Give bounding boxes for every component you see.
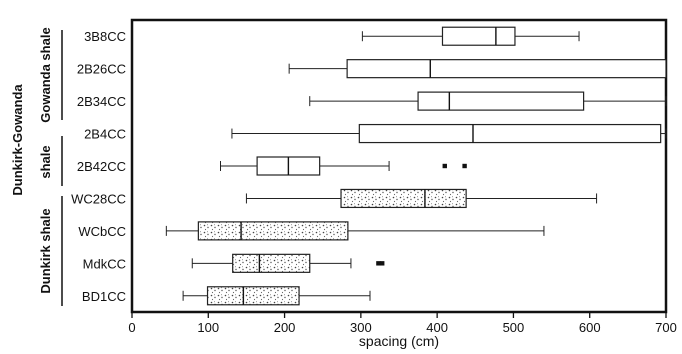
outlier-point <box>442 163 447 169</box>
category-label-bd1cc: BD1CC <box>82 289 126 304</box>
x-axis-ticks: 0 100 200 300 400 500 600 700 <box>128 312 677 335</box>
box-2b42cc <box>219 156 467 176</box>
box-wc28cc <box>245 188 598 209</box>
x-tick-label: 600 <box>579 320 601 335</box>
iqr-box <box>340 188 467 209</box>
x-tick-label: 300 <box>350 320 372 335</box>
box-2b34cc <box>309 91 667 111</box>
x-tick-label: 0 <box>128 320 135 335</box>
box-series <box>165 26 667 306</box>
group-label-shale: shale <box>38 145 53 178</box>
category-labels: 3B8CC 2B26CC 2B34CC 2B4CC 2B42CC WC28CC WCbCC M… <box>71 29 126 304</box>
x-tick-label: 100 <box>197 320 219 335</box>
iqr-box <box>197 221 349 241</box>
x-tick-label: 400 <box>426 320 448 335</box>
category-label-2b26cc: 2B26CC <box>77 62 126 77</box>
category-label-wcbcc: WCbCC <box>78 224 126 239</box>
iqr-box <box>232 253 311 273</box>
box-3b8cc <box>361 26 580 46</box>
x-tick-label: 700 <box>655 320 677 335</box>
category-label-3b8cc: 3B8CC <box>84 29 126 44</box>
category-label-mdkcc: MdkCC <box>83 256 126 271</box>
plot-frame <box>130 18 668 314</box>
box-2b4cc <box>231 123 667 144</box>
box-bd1cc <box>182 286 371 306</box>
iqr-box <box>417 91 585 111</box>
category-label-2b42cc: 2B42CC <box>77 159 126 174</box>
x-tick-label: 500 <box>503 320 525 335</box>
box-mdkcc <box>191 253 385 273</box>
category-label-2b4cc: 2B4CC <box>84 127 126 142</box>
x-tick-label: 200 <box>274 320 296 335</box>
outlier-point <box>380 261 385 266</box>
category-label-2b34cc: 2B34CC <box>77 94 126 109</box>
group-label-dunkirk: Dunkirk shale <box>38 208 53 293</box>
box-2b26cc <box>288 59 667 79</box>
outlier-point <box>376 261 381 266</box>
group-label-dunkirk-gowanda: Dunkirk-Gowanda <box>10 84 25 196</box>
iqr-box <box>358 123 662 144</box>
outlier-point <box>462 163 467 169</box>
iqr-box <box>346 59 667 79</box>
iqr-box <box>206 286 300 306</box>
iqr-box <box>441 26 516 46</box>
category-label-wc28cc: WC28CC <box>71 191 126 206</box>
x-axis-title: spacing (cm) <box>359 333 439 349</box>
group-label-gowanda: Gowanda shale <box>38 27 53 122</box>
box-wcbcc <box>165 221 545 241</box>
